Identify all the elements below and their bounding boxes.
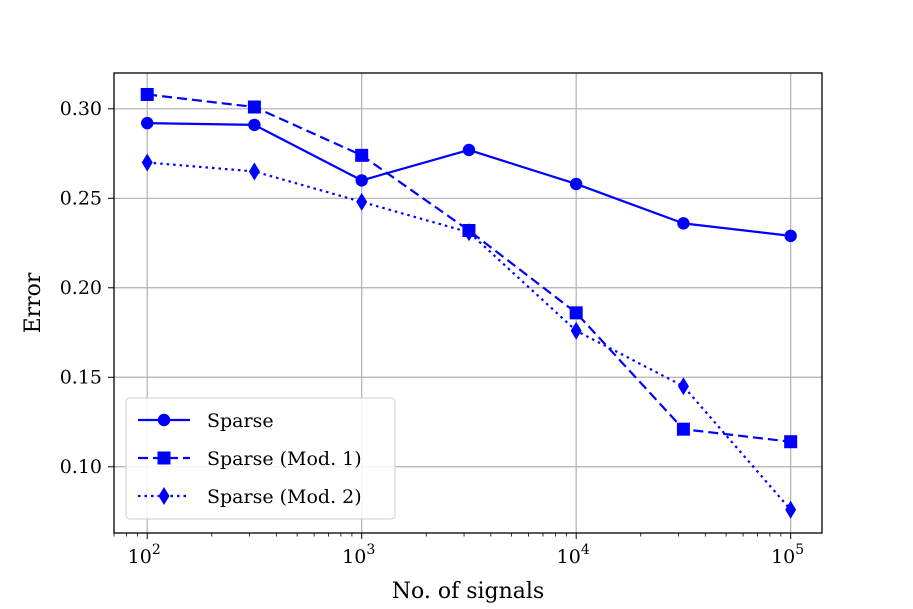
y-tick-label: 0.10 (60, 456, 102, 478)
data-point-square (140, 87, 154, 101)
data-point-circle (462, 143, 476, 157)
data-point-diamond (356, 192, 368, 211)
legend-marker-diamond (158, 487, 170, 505)
x-tick-label: 105 (771, 542, 804, 568)
x-tick-label: 102 (128, 542, 161, 568)
data-point-diamond (248, 162, 260, 181)
data-point-diamond (463, 223, 475, 242)
legend-label: Sparse (Mod. 1) (207, 448, 362, 470)
legend-label: Sparse (Mod. 2) (207, 486, 362, 508)
data-point-square (784, 435, 798, 449)
legend-marker-square (157, 451, 171, 465)
legend-label: Sparse (207, 410, 274, 432)
data-point-square (676, 422, 690, 436)
series-group (140, 87, 798, 519)
legend-marker-circle (157, 413, 171, 427)
plot-frame (113, 72, 823, 534)
data-point-diamond (570, 321, 582, 340)
y-tick-label: 0.30 (60, 98, 102, 120)
data-point-circle (248, 118, 261, 132)
y-tick-label: 0.25 (60, 187, 102, 209)
data-point-square (247, 100, 261, 114)
series-3 (141, 153, 797, 519)
y-tick-label: 0.20 (60, 277, 102, 299)
series-2 (140, 87, 798, 449)
legend-item: Sparse (Mod. 2) (138, 486, 362, 508)
x-axis-label: No. of signals (392, 579, 545, 604)
legend-item: Sparse (Mod. 1) (138, 448, 362, 470)
data-point-diamond (141, 153, 153, 172)
data-point-diamond (785, 500, 797, 519)
y-axis-label: Error (21, 272, 46, 333)
x-tick-label: 103 (342, 542, 375, 568)
legend: Sparse Sparse (Mod. 1) Sparse (Mod. 2) (125, 397, 396, 520)
series-1 (141, 116, 797, 243)
data-point-diamond (677, 377, 689, 396)
series-line (147, 122, 791, 237)
data-point-circle (677, 217, 690, 230)
data-point-square (355, 148, 369, 162)
data-point-square (569, 306, 583, 320)
legend-item: Sparse (138, 410, 274, 432)
data-point-circle (355, 174, 368, 187)
x-tick-label: 104 (557, 542, 590, 568)
legend-box (125, 397, 396, 520)
data-point-circle (141, 116, 154, 130)
y-tick-label: 0.15 (60, 366, 102, 388)
data-point-circle (569, 177, 583, 191)
data-point-circle (784, 229, 797, 243)
axis-ticks: 102 103 104 105 0.10 0.15 0.20 0.25 0.30 (60, 98, 805, 568)
